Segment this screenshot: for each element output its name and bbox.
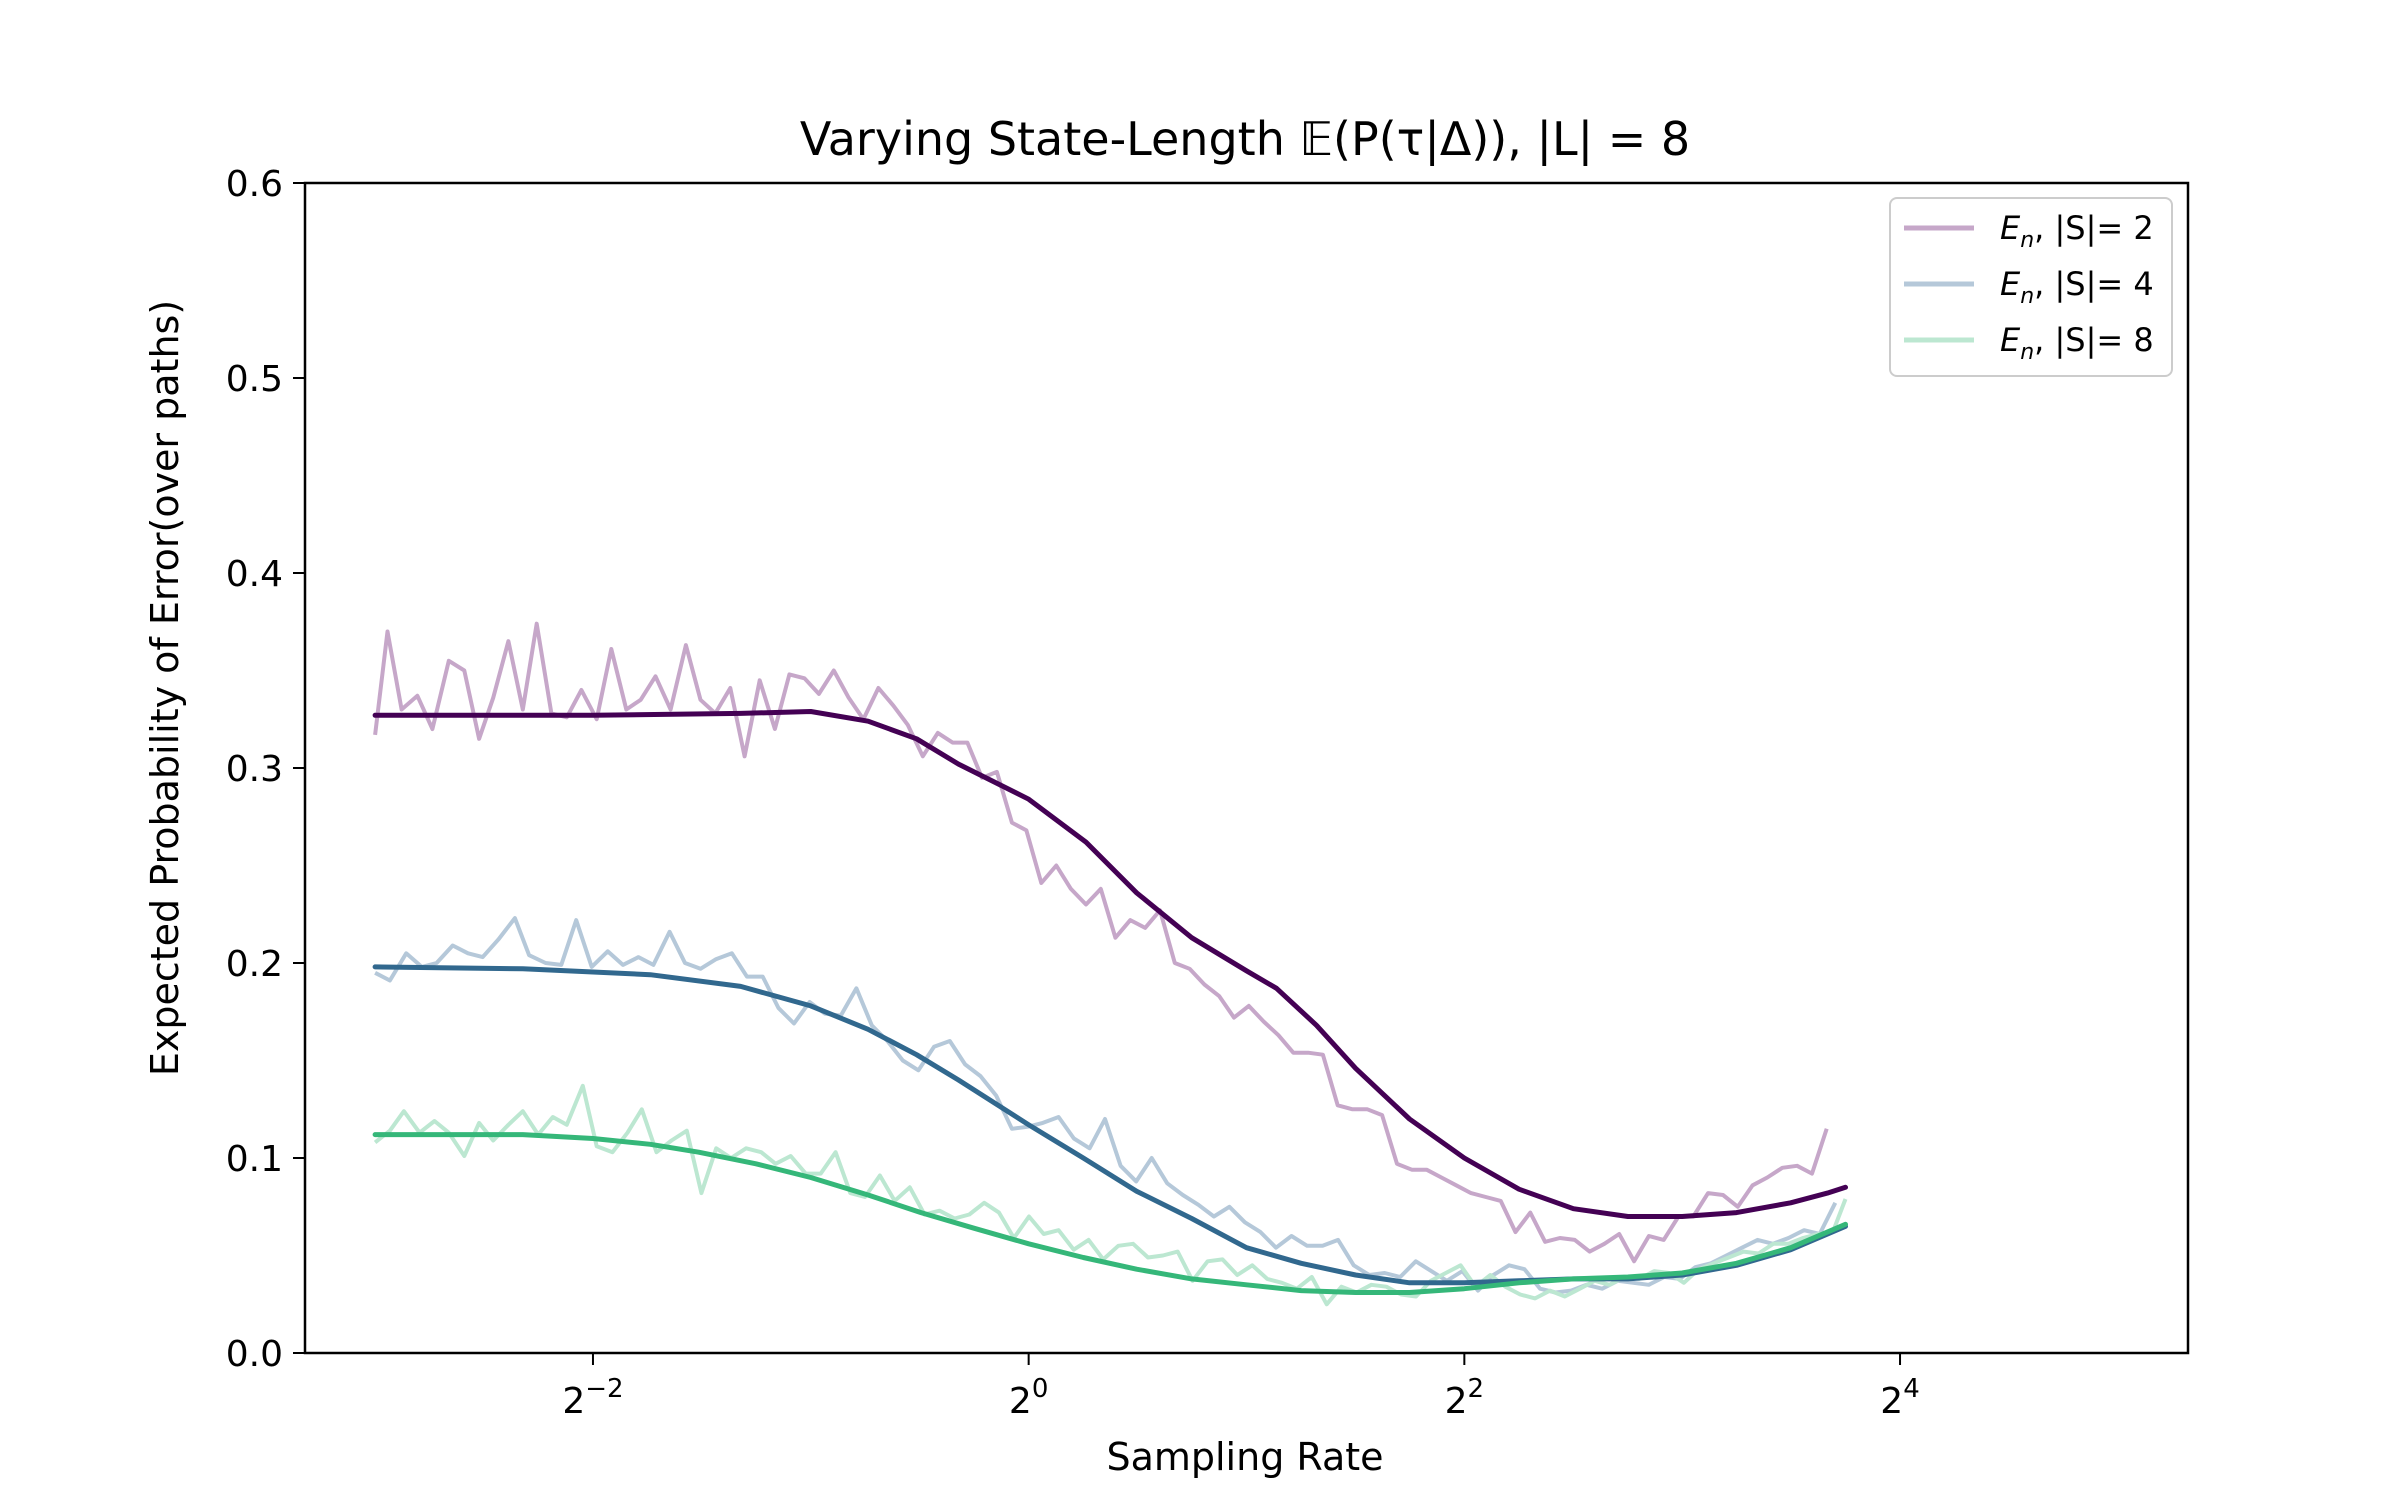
x-tick-label: 22 [1445,1374,1484,1422]
y-tick-label: 0.5 [226,359,283,400]
series-2-smooth-line [372,964,1848,1286]
series-3-raw-line [373,1083,1848,1307]
x-tick-label: 24 [1880,1374,1919,1422]
legend-label: En, |S|= 2 [2000,209,2154,253]
series-3-smooth-line [372,1132,1848,1295]
y-tick-label: 0.4 [226,554,283,595]
y-axis: 0.0 0.1 0.2 0.3 0.4 0.5 0.6 [226,164,305,1375]
x-axis-title: Sampling Rate [1106,1435,1383,1479]
series-2-raw-line [374,916,1838,1295]
series-layer [372,621,1848,1307]
plot-area [303,181,2190,1355]
series-1-raw-line [373,621,1829,1264]
y-tick-label: 0.0 [226,1334,283,1375]
chart-title: Varying State-Length 𝔼(P(τ|Δ)), |L| = 8 [800,112,1690,167]
legend-label: En, |S|= 4 [2000,265,2154,309]
legend: En, |S|= 2 En, |S|= 4 En, |S|= 8 [1889,197,2173,377]
legend-box [1889,197,2173,377]
x-tick-label: 20 [1009,1374,1048,1422]
y-tick-label: 0.6 [226,164,283,205]
y-tick-label: 0.1 [226,1139,283,1180]
legend-label: En, |S|= 8 [2000,321,2154,365]
series-1-smooth-line [372,709,1848,1219]
x-axis: 2−2 20 22 24 [562,1353,1920,1422]
x-tick-label: 2−2 [562,1374,623,1422]
y-tick-label: 0.2 [226,944,283,985]
y-tick-label: 0.3 [226,749,283,790]
y-axis-title: Expected Probability of Error(over paths… [143,300,187,1076]
